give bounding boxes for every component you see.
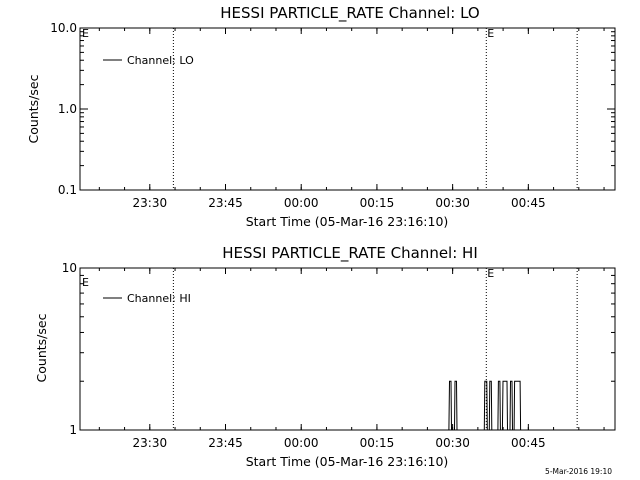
- y-tick-label: 0.1: [58, 183, 77, 197]
- x-tick-label: 23:45: [208, 196, 243, 210]
- x-tick-label: 00:45: [511, 436, 546, 450]
- x-tick-label: 00:00: [284, 436, 319, 450]
- x-tick-label: 00:15: [360, 436, 395, 450]
- x-tick-label: 23:30: [133, 196, 168, 210]
- y-tick-label: 10.0: [50, 21, 77, 35]
- x-axis-label: Start Time (05-Mar-16 23:16:10): [246, 454, 449, 469]
- x-tick-label: 00:00: [284, 196, 319, 210]
- y-tick-label: 1: [69, 423, 77, 437]
- plot-frame: [79, 267, 616, 431]
- event-marker-label: E: [487, 27, 494, 40]
- panel-hi: HESSI PARTICLE_RATE Channel: HI Counts/s…: [34, 244, 616, 469]
- event-marker-label: E: [82, 27, 89, 40]
- series-line: [448, 380, 522, 431]
- x-tick-label: 23:30: [133, 436, 168, 450]
- y-axis-label: Counts/sec: [26, 74, 41, 143]
- chart-title: HESSI PARTICLE_RATE Channel: LO: [220, 4, 479, 23]
- legend: Channel: LO: [103, 54, 194, 67]
- x-tick-label: 00:15: [360, 196, 395, 210]
- chart-title: HESSI PARTICLE_RATE Channel: HI: [222, 244, 478, 263]
- legend: Channel: HI: [103, 292, 191, 305]
- event-marker-label: E: [82, 276, 89, 289]
- x-tick-label: 00:30: [435, 436, 470, 450]
- x-tick-label: 00:30: [435, 196, 470, 210]
- y-axis-label: Counts/sec: [34, 313, 49, 382]
- event-marker-label: E: [487, 267, 494, 280]
- y-tick-label: 10: [62, 261, 77, 275]
- x-tick-label: 00:45: [511, 196, 546, 210]
- x-axis-label: Start Time (05-Mar-16 23:16:10): [246, 214, 449, 229]
- x-tick-label: 23:45: [208, 436, 243, 450]
- y-tick-label: 1.0: [58, 102, 77, 116]
- panel-lo: HESSI PARTICLE_RATE Channel: LO Counts/s…: [26, 4, 616, 229]
- legend-label: Channel: LO: [127, 54, 194, 67]
- legend-label: Channel: HI: [127, 292, 191, 305]
- footer-date: 5-Mar-2016 19:10: [545, 467, 612, 476]
